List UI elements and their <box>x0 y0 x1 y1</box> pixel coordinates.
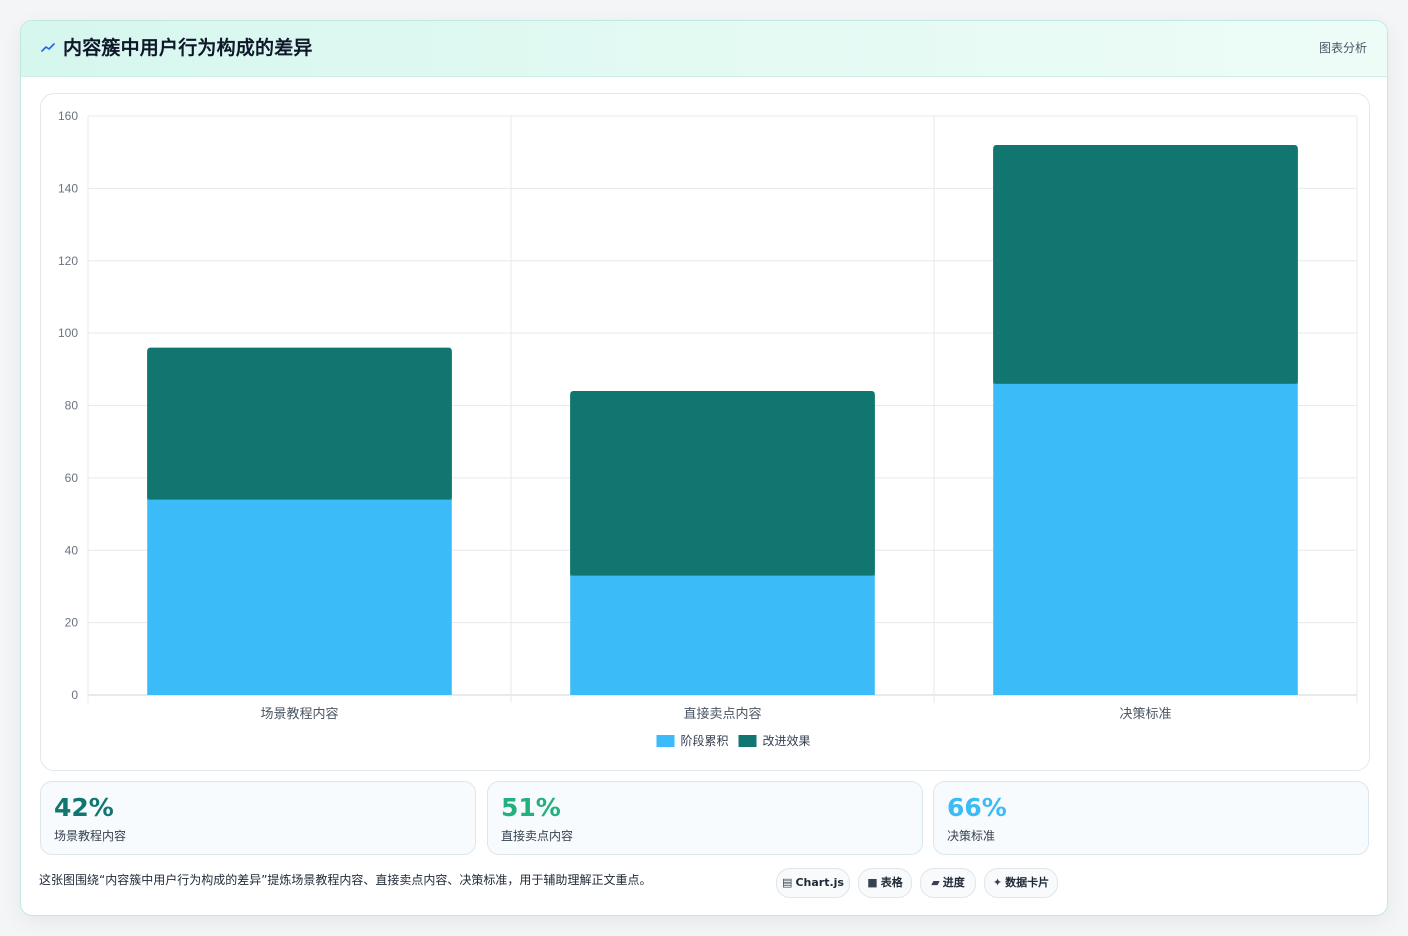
stacked-bar-chart: 0 20 40 60 80 100 120 140 160 场景教程内容 直接卖点内容 决策标准阶段累… <box>58 109 1358 748</box>
card-header: 内容簇中用户行为构成的差异 图表分析 <box>21 21 1387 77</box>
legend-swatch <box>738 735 757 747</box>
y-tick-label: 140 <box>58 181 78 195</box>
kpi-card-decision-criteria: 66% 决策标准 <box>933 781 1369 855</box>
x-tick-label: 直接卖点内容 <box>683 706 761 721</box>
kpi-value: 51% <box>501 793 561 822</box>
y-tick-label: 20 <box>65 616 79 630</box>
y-tick-label: 40 <box>65 543 79 557</box>
chip-label: 进度 <box>942 876 965 889</box>
y-tick-label: 160 <box>58 109 78 123</box>
chip-chartjs[interactable]: ▤ Chart.js <box>776 868 850 898</box>
bar-segment-fill <box>570 395 875 576</box>
kpi-label: 决策标准 <box>947 829 996 843</box>
bar-segment-fill <box>147 351 452 500</box>
bar-segment <box>993 383 1298 695</box>
bar-segment <box>570 575 875 695</box>
chip-label: 数据卡片 <box>1005 876 1050 889</box>
chart-js-icon: ▤ <box>782 876 793 889</box>
data-card-icon: ✦ <box>992 876 1003 889</box>
y-tick-label: 80 <box>65 399 79 413</box>
bar-segment-fill <box>993 148 1298 384</box>
chip-label: 表格 <box>880 876 903 889</box>
y-tick-label: 120 <box>58 254 78 268</box>
y-tick-label: 100 <box>58 326 78 340</box>
progress-icon: ▰ <box>931 876 940 889</box>
kpi-value: 42% <box>54 793 114 822</box>
legend-swatch <box>656 735 675 747</box>
bar-segment <box>147 499 452 695</box>
kpi-label: 直接卖点内容 <box>501 829 574 843</box>
chart-analysis-link[interactable]: 图表分析 <box>1318 41 1367 55</box>
chart-line-icon <box>41 43 55 52</box>
chip-data-card[interactable]: ✦ 数据卡片 <box>984 868 1058 898</box>
footer-note: 这张图围绕“内容簇中用户行为构成的差异”提炼场景教程内容、直接卖点内容、决策标准… <box>39 873 652 887</box>
chart-panel: 0 20 40 60 80 100 120 140 160 场景教程内容 直接卖点内容 决策标准阶段累… <box>40 93 1370 771</box>
chart-title: 内容簇中用户行为构成的差异 <box>63 37 313 59</box>
table-icon: ■ <box>867 876 878 889</box>
y-tick-label: 60 <box>65 471 79 485</box>
legend-label: 阶段累积 <box>681 733 729 748</box>
y-tick-label: 0 <box>71 688 78 702</box>
chip-progress[interactable]: ▰ 进度 <box>920 868 976 898</box>
chip-table[interactable]: ■ 表格 <box>858 868 912 898</box>
legend-label: 改进效果 <box>763 733 811 748</box>
kpi-card-scene-tutorial: 42% 场景教程内容 <box>40 781 476 855</box>
kpi-value: 66% <box>947 793 1007 822</box>
x-tick-label: 场景教程内容 <box>260 706 338 721</box>
chart-card: 内容簇中用户行为构成的差异 图表分析 0 20 40 60 80 100 120 140 160… <box>20 20 1388 916</box>
kpi-card-direct-selling: 51% 直接卖点内容 <box>487 781 923 855</box>
x-tick-label: 决策标准 <box>1119 706 1171 721</box>
kpi-label: 场景教程内容 <box>54 829 127 843</box>
chip-label: Chart.js <box>795 876 844 889</box>
